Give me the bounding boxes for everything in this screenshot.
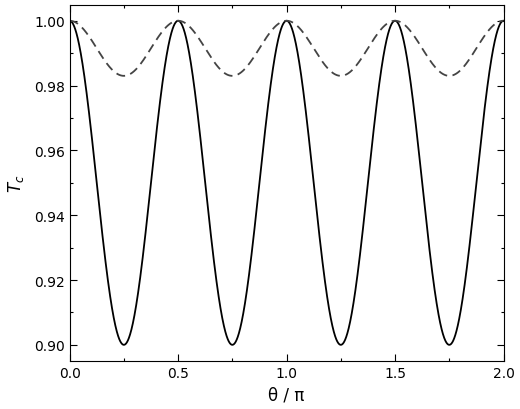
Y-axis label: $T_c$: $T_c$: [6, 174, 25, 193]
X-axis label: θ / π: θ / π: [268, 386, 305, 403]
